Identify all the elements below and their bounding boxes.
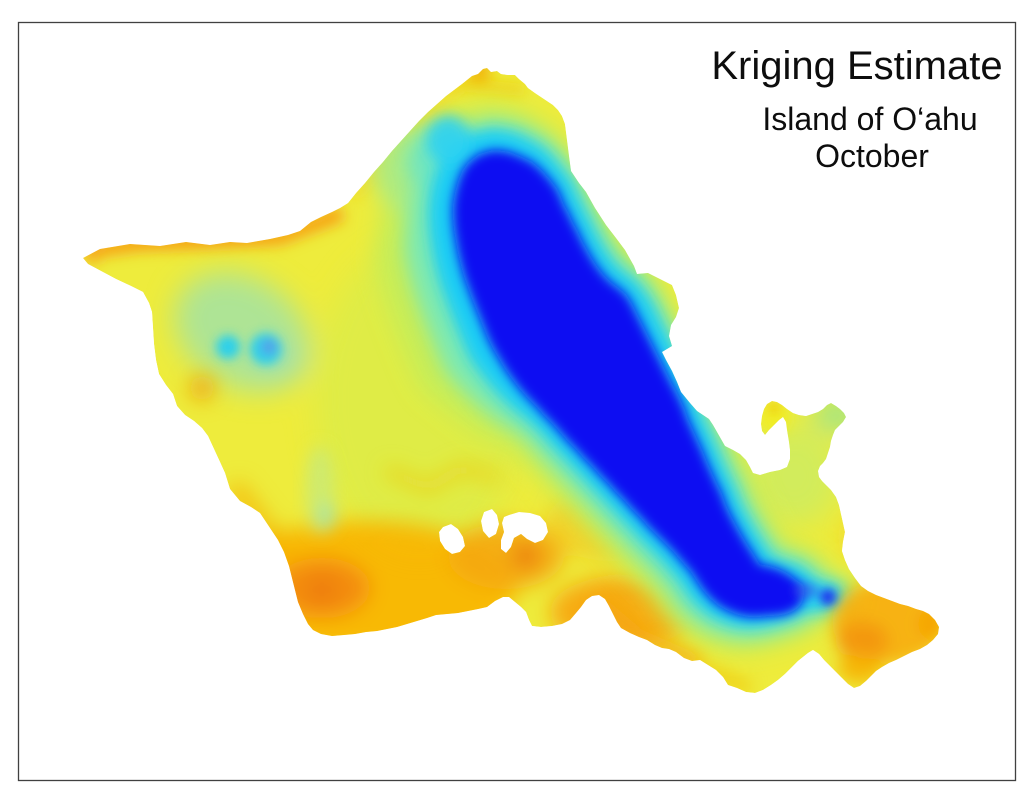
svg-text:Island of O‘ahu: Island of O‘ahu [762, 101, 977, 137]
svg-text:Kriging Estimate: Kriging Estimate [711, 44, 1002, 88]
svg-text:October: October [815, 138, 929, 174]
